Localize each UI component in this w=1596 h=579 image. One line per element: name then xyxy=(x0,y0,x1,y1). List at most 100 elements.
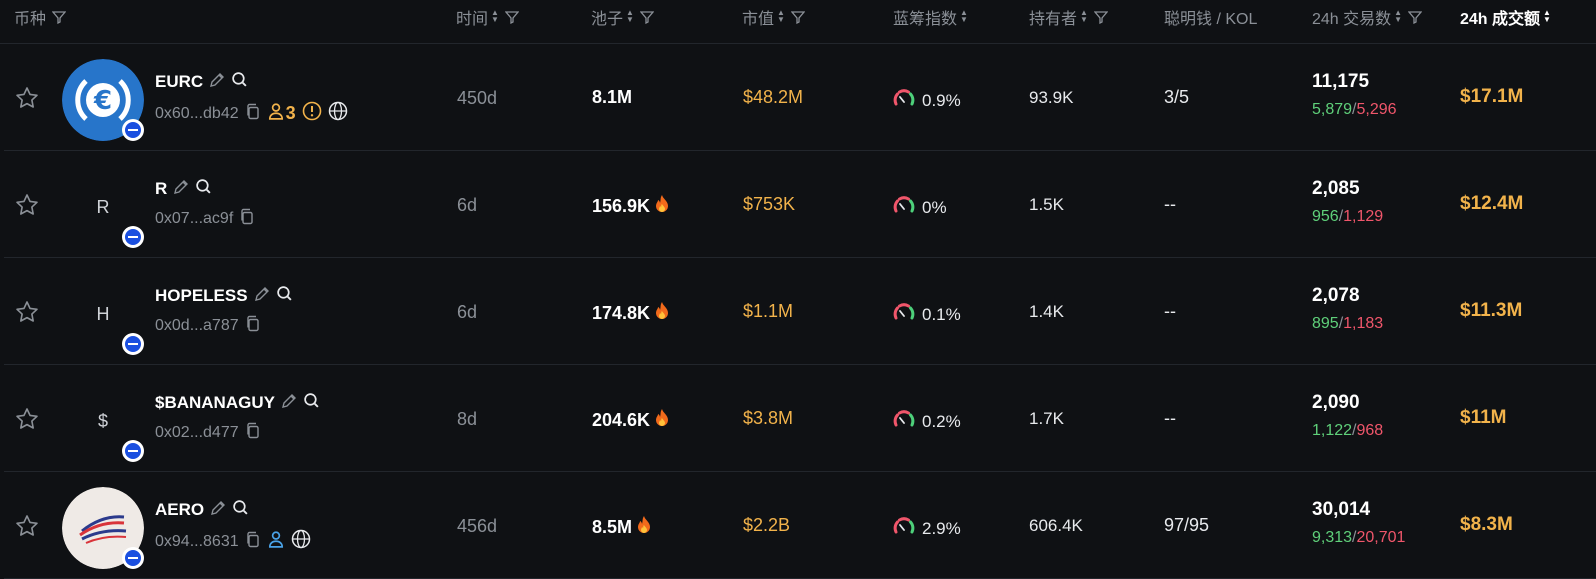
sort-icon[interactable]: ▲ ▼ xyxy=(777,8,785,24)
token-symbol[interactable]: EURC xyxy=(155,72,204,91)
filter-icon[interactable] xyxy=(504,10,519,24)
col-smart[interactable]: 聪明钱 / KOL xyxy=(1164,5,1257,29)
token-symbol[interactable]: $BANANAGUY xyxy=(155,393,275,412)
sort-icon[interactable]: ▲ ▼ xyxy=(626,8,634,24)
col-vol24[interactable]: 24h 成交额 ▲ ▼ xyxy=(1460,5,1551,29)
age-value: 6d xyxy=(457,302,478,322)
tx-separator: / xyxy=(1338,315,1344,332)
copy-icon[interactable] xyxy=(245,315,261,337)
token-address: 0x02...d477 xyxy=(155,424,239,441)
sort-icon[interactable]: ▲ ▼ xyxy=(1080,8,1088,24)
col-smart-label: 聪明钱 / KOL xyxy=(1164,11,1258,28)
col-holders[interactable]: 持有者 ▲ ▼ xyxy=(1029,5,1108,29)
col-age[interactable]: 时间 ▲ ▼ xyxy=(456,5,519,29)
bluechip-value: 2.9% xyxy=(922,518,961,538)
tx-buy-sell: 9,313/20,701 xyxy=(1312,529,1405,547)
token-symbol[interactable]: AERO xyxy=(155,500,205,519)
star-icon[interactable] xyxy=(14,85,40,116)
token-symbol[interactable]: HOPELESS xyxy=(155,286,248,305)
holder-badge[interactable]: 3 xyxy=(267,102,296,125)
star-icon[interactable] xyxy=(14,192,40,223)
volume-value: $11M xyxy=(1460,407,1507,428)
tx-count: 2,090 xyxy=(1312,392,1360,413)
col-bluechip[interactable]: 蓝筹指数 ▲ ▼ xyxy=(893,5,968,29)
token-address-group: 0x02...d477 xyxy=(155,422,261,444)
edit-icon[interactable] xyxy=(173,179,189,200)
aero-logo xyxy=(62,487,144,569)
token-symbol[interactable]: R xyxy=(155,179,168,198)
sort-icon[interactable]: ▲ ▼ xyxy=(960,8,968,24)
token-logo: R xyxy=(96,196,110,217)
chain-icon xyxy=(122,226,144,248)
search-icon[interactable] xyxy=(232,499,249,521)
col-mcap[interactable]: 市值 ▲ ▼ xyxy=(742,5,805,29)
filter-icon[interactable] xyxy=(52,10,67,24)
col-tx24[interactable]: 24h 交易数 ▲ ▼ xyxy=(1312,5,1423,29)
bluechip-group: 0% xyxy=(892,195,947,220)
copy-icon[interactable] xyxy=(245,103,261,125)
filter-icon[interactable] xyxy=(639,10,654,24)
bluechip-group: 2.9% xyxy=(892,516,961,541)
person-icon[interactable] xyxy=(267,530,285,553)
table-row[interactable]: R R 0x07...ac9f 6d 156.9K $753K 0% 1.5K -- 2,085 9… xyxy=(4,151,1596,258)
alert-icon[interactable] xyxy=(302,101,322,126)
volume-value: $8.3M xyxy=(1460,514,1513,535)
token-address-group: 0x07...ac9f xyxy=(155,208,255,230)
token-symbol-group: $BANANAGUY xyxy=(155,392,320,414)
bluechip-value: 0.1% xyxy=(922,304,961,324)
filter-icon[interactable] xyxy=(1408,10,1423,24)
tx-buy-sell: 5,879/5,296 xyxy=(1312,101,1397,119)
search-icon[interactable] xyxy=(195,178,212,200)
globe-icon[interactable] xyxy=(328,101,348,126)
sort-icon[interactable]: ▲ ▼ xyxy=(1394,8,1403,24)
copy-icon[interactable] xyxy=(245,531,261,553)
edit-icon[interactable] xyxy=(209,72,225,93)
star-icon[interactable] xyxy=(14,406,40,437)
pool-group: 174.8K xyxy=(592,301,670,326)
age-value: 8d xyxy=(457,409,478,429)
smart-money-value: 3/5 xyxy=(1164,87,1190,107)
filter-icon[interactable] xyxy=(1093,10,1108,24)
fire-icon xyxy=(654,408,670,433)
table-row[interactable]: € EURC 0x60...db42 3 450d 8.1M $48.2M 0.9% 93.9K… xyxy=(4,44,1596,151)
tx-buys: 5,879 xyxy=(1312,101,1353,118)
filter-icon[interactable] xyxy=(790,10,805,24)
volume-value: $17.1M xyxy=(1460,86,1524,107)
table-row[interactable]: AERO 0x94...8631 456d 8.5M $2.2B 2.9% 606.4K 97… xyxy=(4,472,1596,579)
tx-buy-sell: 895/1,183 xyxy=(1312,315,1383,333)
sort-icon[interactable]: ▲ ▼ xyxy=(491,8,499,24)
tx-sells: 968 xyxy=(1356,422,1384,439)
fire-icon xyxy=(654,301,670,326)
col-pool[interactable]: 池子 ▲ ▼ xyxy=(591,5,654,29)
pool-group: 8.5M xyxy=(592,515,652,540)
token-logo: H xyxy=(96,303,110,324)
edit-icon[interactable] xyxy=(281,393,297,414)
volume-value: $12.4M xyxy=(1460,193,1524,214)
token-symbol-group: R xyxy=(155,178,212,200)
star-icon[interactable] xyxy=(14,513,40,544)
edit-icon[interactable] xyxy=(210,500,226,521)
table-row[interactable]: $ $BANANAGUY 0x02...d477 8d 204.6K $3.8M 0.2% 1… xyxy=(4,365,1596,472)
copy-icon[interactable] xyxy=(239,208,255,230)
search-icon[interactable] xyxy=(303,392,320,414)
copy-icon[interactable] xyxy=(245,422,261,444)
search-icon[interactable] xyxy=(231,71,248,93)
chain-icon xyxy=(122,547,144,569)
star-icon[interactable] xyxy=(14,299,40,330)
bluechip-value: 0.9% xyxy=(922,90,961,110)
pool-value: 156.9K xyxy=(592,196,651,216)
tx-buy-sell: 1,122/968 xyxy=(1312,422,1383,440)
chain-icon xyxy=(122,440,144,462)
bluechip-group: 0.9% xyxy=(892,88,961,113)
table-row[interactable]: H HOPELESS 0x0d...a787 6d 174.8K $1.1M 0.1% 1.4… xyxy=(4,258,1596,365)
holders-value: 1.5K xyxy=(1029,195,1064,214)
smart-money-value: -- xyxy=(1164,301,1176,321)
search-icon[interactable] xyxy=(276,285,293,307)
sort-icon[interactable]: ▲ ▼ xyxy=(1543,8,1551,24)
col-age-label: 时间 xyxy=(456,11,489,28)
gauge-icon xyxy=(892,302,916,327)
col-coin[interactable]: 币种 xyxy=(14,5,67,29)
globe-icon[interactable] xyxy=(291,529,311,554)
edit-icon[interactable] xyxy=(254,286,270,307)
fire-icon xyxy=(636,515,652,540)
